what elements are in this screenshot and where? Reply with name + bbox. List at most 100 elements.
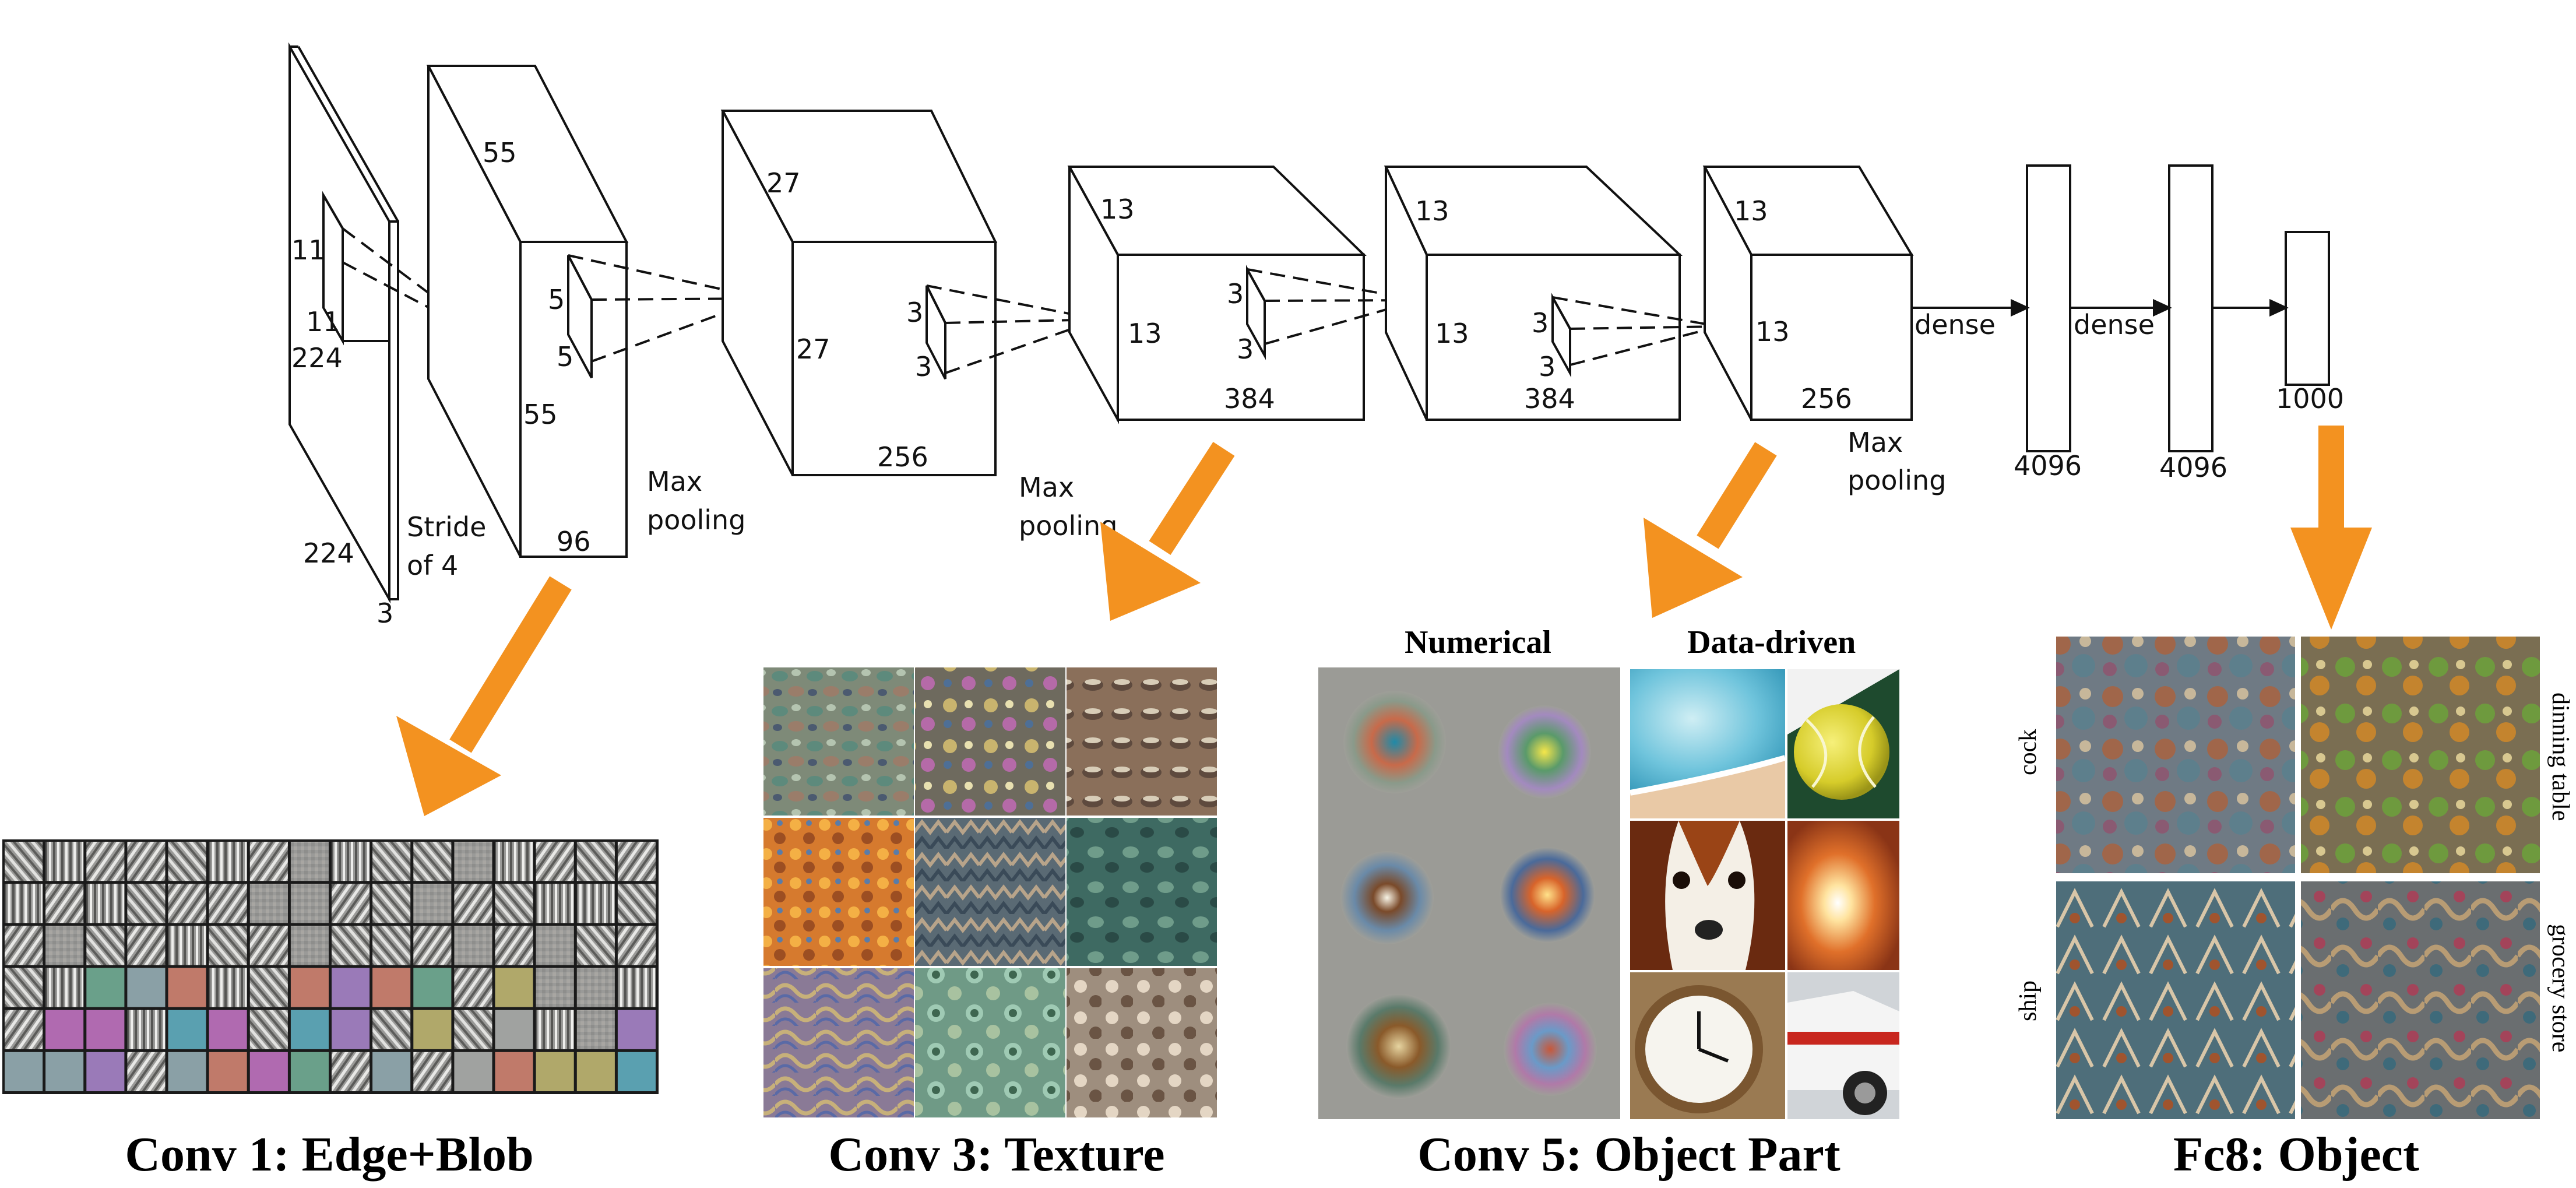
filter-tile [209, 884, 247, 923]
class-label-dinning-table: dinning table [2547, 693, 2574, 821]
ship-tile [2056, 881, 2295, 1119]
conv4-k1-label: 3 [1532, 307, 1549, 339]
fc7-label: 4096 [2159, 452, 2227, 483]
filter-tile [290, 926, 329, 965]
filter-tile [372, 1010, 411, 1049]
texture-tile [915, 968, 1065, 1117]
conv2-b-label: 27 [796, 333, 830, 365]
fc8-layer [2285, 231, 2330, 386]
conv2-a-label: 27 [766, 167, 801, 199]
pool3-label-2: pooling [1847, 465, 1946, 496]
data-driven-grid [1630, 669, 1899, 1119]
filter-tile [86, 968, 125, 1007]
filter-tile [495, 926, 533, 965]
filter-tile [168, 926, 206, 965]
arrow-fc8 [2290, 426, 2372, 630]
filter-tile [372, 968, 411, 1007]
filter-tile [290, 1052, 329, 1091]
texture-tile [1067, 667, 1217, 816]
filter-tile [536, 968, 574, 1007]
dense-arrow-2 [2070, 298, 2172, 317]
filter-tile [372, 1052, 411, 1091]
dense-arrow-1 [1912, 298, 2030, 317]
filter-tile [413, 968, 452, 1007]
input-height-label: 224 [291, 342, 343, 374]
filter-tile [45, 884, 84, 923]
filter-tile [86, 1052, 125, 1091]
filter-tile [372, 842, 411, 881]
filter-tile [413, 1052, 452, 1091]
input-width-label: 224 [303, 537, 354, 569]
stride-label-2: of 4 [407, 550, 458, 581]
filter-tile [495, 968, 533, 1007]
texture-tile [915, 818, 1065, 966]
conv2-k1-label: 3 [906, 297, 923, 328]
conv2-k2-label: 3 [915, 351, 932, 382]
filter-tile [413, 884, 452, 923]
conv1-layer [426, 65, 629, 558]
conv3-a-label: 13 [1100, 194, 1135, 225]
caption-conv1: Conv 1: Edge+Blob [125, 1127, 533, 1182]
numerical-heading: Numerical [1405, 624, 1551, 660]
texture-tile [915, 667, 1065, 816]
filter-tile [495, 842, 533, 881]
conv1-k1-label: 5 [548, 284, 565, 315]
filter-tile [5, 1010, 43, 1049]
filter-tile [127, 926, 166, 965]
filter-tile [45, 842, 84, 881]
filter-tile [127, 968, 166, 1007]
filter-tile [576, 968, 615, 1007]
fc6-layer [2026, 164, 2071, 452]
class-label-cock: cock [2015, 729, 2042, 775]
clock-photo [1630, 972, 1785, 1119]
filter-tile [536, 1052, 574, 1091]
caption-conv5: Conv 5: Object Part [1417, 1127, 1840, 1182]
filter-tile [5, 926, 43, 965]
filter-tile [168, 842, 206, 881]
caption-conv3: Conv 3: Texture [828, 1127, 1164, 1182]
filter-tile [332, 884, 370, 923]
conv4-k2-label: 3 [1539, 351, 1556, 382]
conv1-c-label: 96 [557, 526, 591, 557]
filter-tile [168, 884, 206, 923]
conv2-layer [720, 110, 998, 476]
fc6-label: 4096 [2014, 450, 2082, 481]
texture-tile [763, 968, 914, 1117]
filter-tile [576, 1052, 615, 1091]
filter-tile [617, 1052, 656, 1091]
car-photo [1787, 972, 1899, 1119]
filter-tile [454, 842, 492, 881]
filter-tile [290, 842, 329, 881]
filter-tile [290, 968, 329, 1007]
filter-tile [209, 1052, 247, 1091]
class-label-grocery-store: grocery store [2547, 924, 2574, 1052]
filter-tile [127, 1010, 166, 1049]
filter-tile [45, 926, 84, 965]
cock-tile [2056, 637, 2295, 873]
filter-tile [290, 884, 329, 923]
texture-tile [1067, 818, 1217, 966]
pool-photo [1630, 669, 1786, 818]
filter-tile [495, 1010, 533, 1049]
filter-tile [617, 1010, 656, 1049]
numerical-tile [1340, 851, 1434, 944]
filter-tile [209, 926, 247, 965]
conv5-object-part: Numerical Data-driven [1318, 624, 1899, 1119]
filter-tile [168, 1052, 206, 1091]
filter-tile [454, 968, 492, 1007]
numerical-tile [1504, 1003, 1597, 1096]
caption-fc8: Fc8: Object [2173, 1127, 2419, 1182]
filter-tile [249, 968, 288, 1007]
filter-tile [249, 884, 288, 923]
filter-tile [5, 884, 43, 923]
texture-tile [763, 667, 914, 816]
numerical-tile [1343, 691, 1446, 793]
conv4-c-label: 384 [1524, 383, 1575, 414]
filter-tile [576, 884, 615, 923]
input-layer [288, 42, 399, 604]
pool1-label-2: pooling [647, 504, 745, 536]
texture-tile [1067, 968, 1217, 1117]
filter-tile [576, 1010, 615, 1049]
fc8-label: 1000 [2276, 383, 2344, 414]
